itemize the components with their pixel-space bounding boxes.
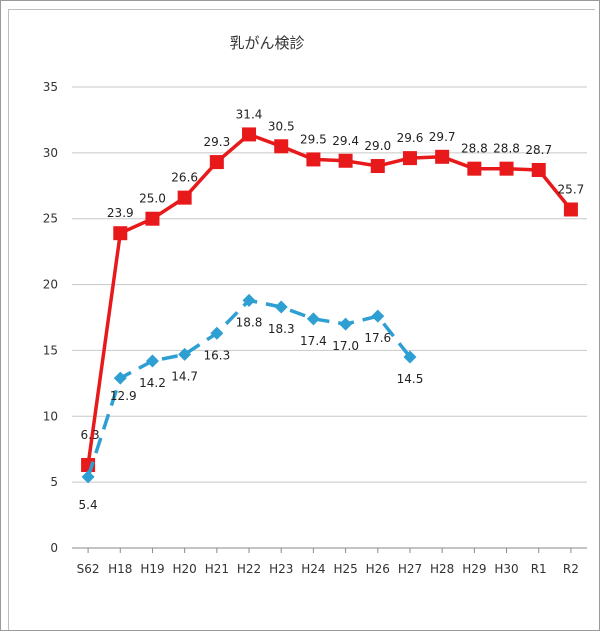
series-2-data-label: 14.5 (397, 372, 424, 386)
series-1-data-label: 25.0 (139, 192, 166, 206)
x-tick-label: H23 (269, 562, 293, 576)
y-tick-label: 35 (43, 80, 58, 94)
series-1-data-label: 28.8 (493, 142, 520, 156)
series-1-data-label: 25.7 (558, 182, 585, 196)
y-tick-label: 5 (50, 475, 58, 489)
x-tick-label: H30 (494, 562, 518, 576)
x-tick-label: H29 (462, 562, 486, 576)
series-1-point (145, 211, 160, 226)
series-2-data-label: 5.4 (79, 498, 98, 512)
x-tick-label: S62 (77, 562, 100, 576)
x-tick-label: H24 (301, 562, 325, 576)
series-2-data-label: 14.7 (171, 369, 198, 383)
y-tick-label: 10 (43, 409, 58, 423)
series-2-data-label: 17.6 (364, 331, 391, 345)
series-1-data-label: 28.7 (525, 143, 552, 157)
series-2-point (403, 350, 417, 364)
series-1-data-label: 26.6 (171, 171, 198, 185)
series-2-data-label: 12.9 (110, 389, 137, 403)
series-2-data-label: 17.0 (332, 339, 359, 353)
series-2-point (371, 309, 385, 323)
line-chart: 乳がん検診 0 5 10 15 20 25 30 35 S62 H18 H19 H20 H21 H22 H2… (43, 34, 587, 576)
x-tick-label: H19 (140, 562, 164, 576)
series-1-point (306, 152, 321, 167)
y-tick-label: 15 (43, 343, 58, 357)
series-2-point (178, 347, 192, 361)
series-1-point (274, 139, 289, 154)
series-1-point (177, 190, 192, 205)
series-2-data-label: 16.3 (203, 348, 230, 362)
series-2-point (81, 470, 95, 484)
series-2-data-label: 18.3 (268, 322, 295, 336)
series-1-data-label: 29.6 (397, 131, 424, 145)
y-tick-label: 25 (43, 212, 58, 226)
y-tick-label: 20 (43, 278, 58, 292)
series-2-point (242, 293, 256, 307)
series-1-data-label: 29.5 (300, 132, 327, 146)
series-1-point (435, 149, 450, 164)
series-1-data-label: 30.5 (268, 119, 295, 133)
series-1-data-label: 31.4 (236, 107, 263, 121)
series-1-data-label: 29.0 (364, 139, 391, 153)
series-2-point (210, 326, 224, 340)
series-1-data-label: 29.3 (203, 135, 230, 149)
x-tick-label: H28 (430, 562, 454, 576)
x-tick-label: R1 (531, 562, 547, 576)
series-1-point (242, 127, 257, 142)
x-tick-label: R2 (563, 562, 579, 576)
series-2-data-label: 17.4 (300, 334, 327, 348)
series-1-data-label: 23.9 (107, 206, 134, 220)
chart-area: 乳がん検診 0 5 10 15 20 25 30 35 S62 H18 H19 H20 H21 H22 H2… (8, 9, 595, 630)
series-1-point (563, 202, 578, 217)
y-tick-label: 0 (50, 541, 58, 555)
series-2-data-label: 14.2 (139, 376, 166, 390)
x-tick-label: H25 (333, 562, 357, 576)
y-tick-label: 30 (43, 146, 58, 160)
series-1-data-label: 6.3 (81, 428, 100, 442)
x-tick-label: H20 (173, 562, 197, 576)
x-tick-label: H21 (205, 562, 229, 576)
series-1-point (531, 162, 546, 177)
series-2-data-label: 18.8 (236, 315, 263, 329)
series-1-point (338, 153, 353, 168)
series-1-point (370, 159, 385, 174)
series-1-point (209, 155, 224, 170)
series-1-point (467, 161, 482, 176)
x-tick-label: H27 (398, 562, 422, 576)
series-1-point (113, 226, 128, 241)
series-2-point (339, 317, 353, 331)
series-1-line (86, 132, 573, 466)
chart-title: 乳がん検診 (229, 34, 304, 52)
series-2-point (306, 312, 320, 326)
series-1-point (402, 151, 417, 166)
series-2-point (274, 300, 288, 314)
x-tick-label: H26 (366, 562, 390, 576)
series-1-point (499, 161, 514, 176)
series-1-data-label: 29.7 (429, 130, 456, 144)
x-tick-label: H18 (108, 562, 132, 576)
series-1-data-label: 28.8 (461, 142, 488, 156)
series-2-point (145, 354, 159, 368)
series-2-point (113, 371, 127, 385)
x-tick-label: H22 (237, 562, 261, 576)
series-1-data-label: 29.4 (332, 134, 359, 148)
